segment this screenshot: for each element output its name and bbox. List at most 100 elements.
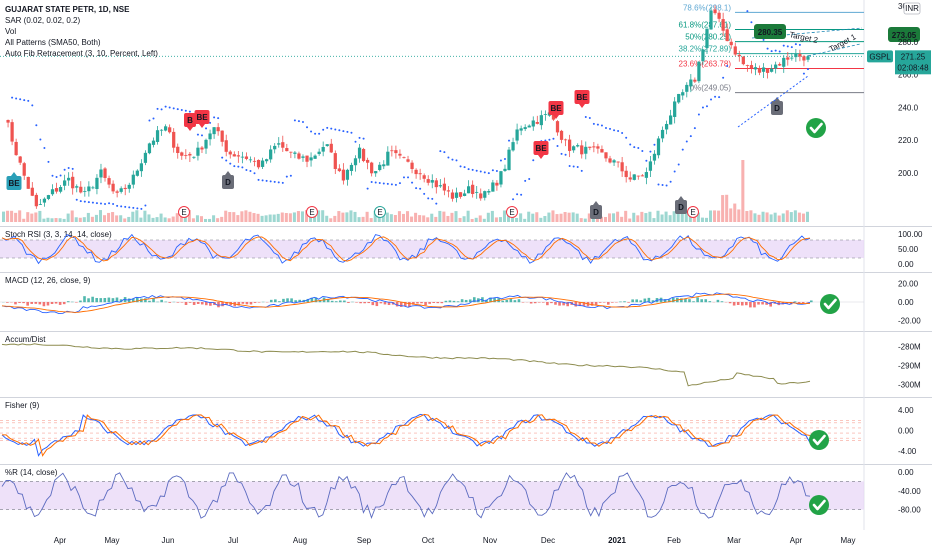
sar-dot (697, 113, 700, 116)
sar-dot (487, 172, 490, 175)
indicator-pane-williams: %R (14, close) 0.00 -40.00 -80.00 (0, 468, 921, 520)
macd-histogram-bar (708, 301, 712, 303)
macd-histogram-bar (598, 302, 602, 303)
macd-histogram-bar (91, 296, 94, 303)
legend-vol[interactable]: Vol (5, 27, 17, 36)
macd-histogram-bar (339, 300, 342, 303)
sar-dot (11, 96, 14, 99)
macd-histogram-bar (468, 299, 472, 303)
accum-dist-line (1, 343, 811, 387)
macd-histogram-bar (420, 302, 423, 304)
volume-bar (325, 215, 329, 222)
macd-histogram-bar (509, 298, 513, 303)
volume-bar (442, 211, 446, 222)
sar-dot (572, 165, 575, 168)
volume-bar (163, 217, 167, 222)
pattern-marker: D (771, 97, 783, 115)
sar-dot (112, 202, 115, 205)
volume-bar (337, 211, 341, 222)
sar-dot (443, 151, 446, 154)
volume-bar (527, 211, 531, 222)
macd-histogram-bar (765, 302, 768, 305)
sar-dot (782, 44, 785, 47)
sar-dot (746, 10, 749, 13)
macd-histogram-bar (651, 300, 655, 303)
candle-body (192, 156, 196, 158)
indicator-tick-label: -280M (898, 343, 921, 352)
macd-histogram-bar (753, 302, 756, 308)
sar-dot (285, 175, 288, 178)
sar-dot (491, 169, 494, 172)
sar-dot (552, 137, 555, 140)
volume-bar (777, 215, 781, 222)
candle-body (38, 204, 42, 206)
candle-body (592, 146, 596, 148)
macd-histogram-bar (221, 302, 224, 307)
sar-dot (382, 182, 385, 185)
candle-body (111, 183, 115, 192)
macd-histogram-bar (237, 302, 241, 306)
candle-body (644, 172, 648, 178)
sar-dot (233, 165, 236, 168)
sar-dot (152, 117, 155, 120)
price-tick-label: 220.0 (898, 136, 919, 145)
candle-body (515, 129, 519, 141)
pattern-marker-box (590, 205, 602, 219)
candle-body (770, 68, 774, 72)
candle-body (301, 156, 305, 158)
sar-dot (439, 150, 442, 153)
volume-bar (369, 218, 373, 222)
sar-dot (435, 202, 438, 205)
volume-bar (729, 208, 733, 222)
volume-bar (555, 214, 559, 222)
volume-bar (329, 218, 333, 222)
macd-histogram-bar (95, 298, 98, 303)
macd-histogram-bar (310, 297, 314, 303)
sar-dot (23, 99, 26, 102)
candle-body (398, 153, 402, 156)
volume-bar (119, 215, 123, 222)
target-1-label: Target 1 (828, 32, 858, 54)
candle-body (604, 152, 608, 159)
macd-histogram-bar (700, 299, 703, 303)
pattern-marker-label: BE (535, 144, 547, 153)
pattern-marker-box (184, 113, 196, 127)
sar-dot (613, 129, 616, 132)
legend-sar[interactable]: SAR (0.02, 0.02, 0.2) (5, 16, 81, 25)
legend-fib[interactable]: Auto Fib Retracement (3, 10, Percent, Le… (5, 49, 158, 58)
sar-dot (346, 130, 349, 133)
volume-bar (454, 211, 458, 222)
earnings-label: E (309, 208, 314, 217)
volume-bar (785, 210, 789, 222)
sar-dot (503, 158, 506, 161)
indicator-pane-accum: Accum/Dist -280M -290M -300M (1, 335, 921, 389)
macd-histogram-bar (34, 302, 38, 304)
volume-bar (652, 218, 656, 222)
volume-bar (761, 211, 765, 222)
candle-body (479, 193, 483, 199)
candle-body (390, 150, 394, 152)
macd-histogram-bar (643, 298, 647, 303)
candle-body (317, 151, 321, 155)
sar-dot (516, 193, 519, 196)
indicator-pane-stoch: Stoch RSI (3, 3, 14, 14, close) 100.00 50.… (0, 230, 923, 269)
check-mark (809, 122, 823, 134)
candle-body (531, 120, 535, 127)
sar-dot (245, 169, 248, 172)
macd-histogram-bar (432, 302, 435, 303)
earnings-marker: E (374, 206, 386, 218)
volume-bar (143, 210, 147, 222)
macd-histogram-bar (26, 302, 29, 306)
macd-histogram-bar (542, 302, 545, 303)
macd-histogram-bar (107, 297, 111, 303)
volume-bar (2, 211, 6, 222)
legend-patterns[interactable]: All Patterns (SMA50, Both) (5, 38, 101, 47)
sar-dot (415, 187, 418, 190)
macd-histogram-bar (87, 298, 90, 303)
volume-bar (389, 214, 393, 222)
candle-body (265, 159, 269, 162)
volume-bar (434, 216, 438, 222)
macd-histogram-bar (619, 301, 622, 303)
candle-body (232, 154, 236, 157)
